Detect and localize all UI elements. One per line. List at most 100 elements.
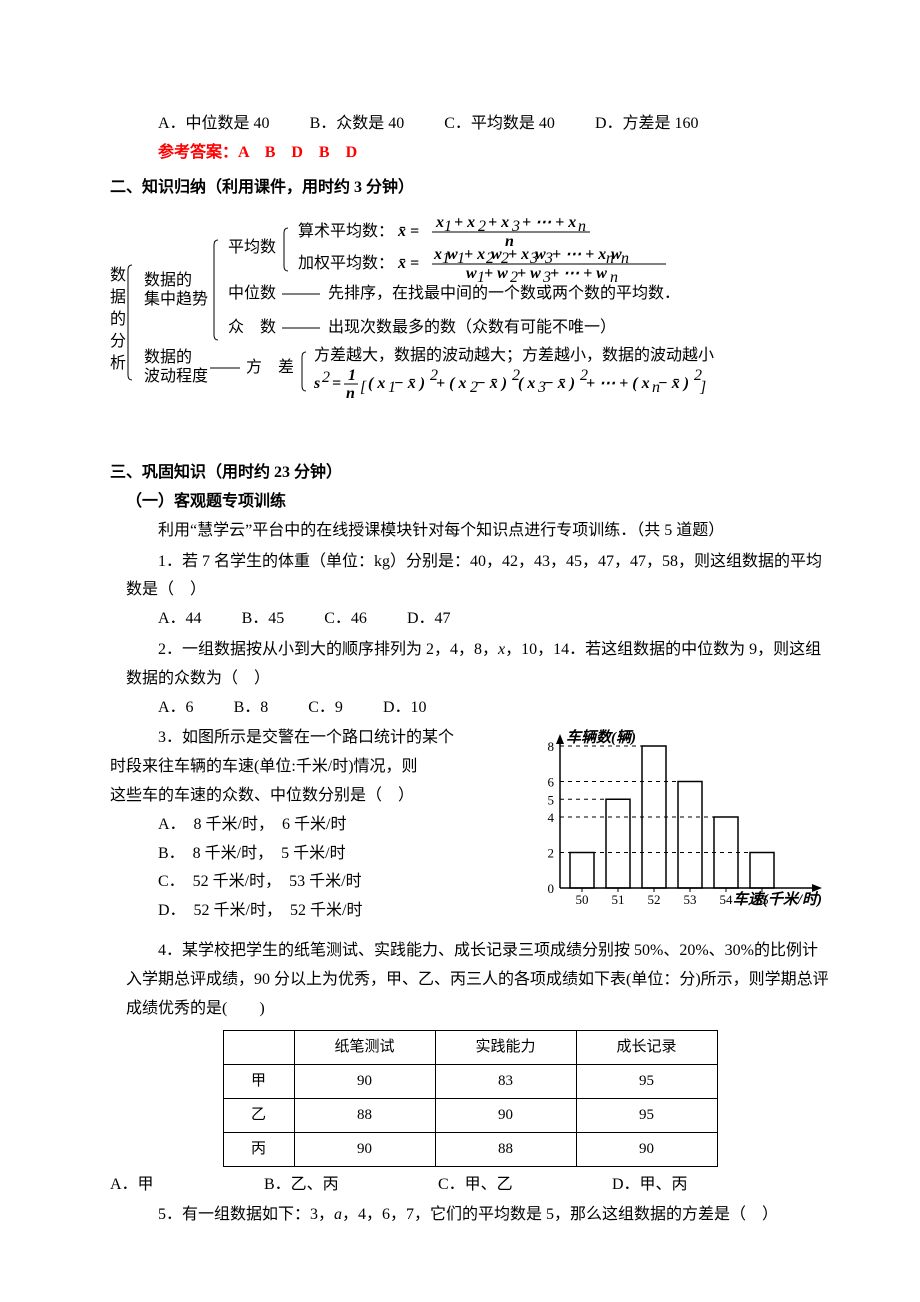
svg-text:出现次数最多的数（众数有可能不唯一）: 出现次数最多的数（众数有可能不唯一） (328, 318, 616, 336)
svg-text:− x̄ ): − x̄ ) (544, 375, 575, 392)
svg-text:+ w: + w (484, 265, 508, 282)
q3-bar-chart: 024568505152535455车辆数(辆)车速(千米/时) (520, 728, 830, 929)
question-1: 1．若 7 名学生的体重（单位：kg）分别是：40，42，43，45，47，47… (110, 548, 830, 634)
q4-cell: 90 (294, 1064, 435, 1098)
q4-cell: 88 (435, 1132, 576, 1166)
svg-text:2: 2 (548, 846, 555, 861)
q2-c: C．9 (308, 694, 343, 723)
q4-cell: 83 (435, 1064, 576, 1098)
svg-text:众 数: 众 数 (228, 318, 276, 336)
svg-text:析: 析 (110, 354, 126, 372)
svg-text:2: 2 (478, 218, 486, 235)
q4-cell: 95 (576, 1098, 717, 1132)
answer-label: 参考答案： (158, 144, 238, 161)
q5-var-a: a (334, 1206, 342, 1223)
svg-text:x̄ =: x̄ = (397, 223, 419, 240)
svg-text:据: 据 (110, 288, 126, 306)
q4-cell: 88 (294, 1098, 435, 1132)
svg-text:+ w: + w (517, 265, 541, 282)
svg-text:n: n (346, 385, 355, 402)
question-5: 5．有一组数据如下：3，a，4，6，7，它们的平均数是 5，那么这组数据的方差是… (110, 1201, 830, 1230)
q4-cell: 甲 (223, 1064, 294, 1098)
answer-line: 参考答案：A B D B D (110, 139, 830, 168)
svg-text:1: 1 (348, 367, 356, 384)
opt-b: B．众数是 40 (310, 110, 405, 139)
svg-text:数据的: 数据的 (144, 348, 192, 366)
svg-text:2: 2 (322, 369, 330, 386)
svg-text:1: 1 (444, 218, 452, 235)
svg-text:53: 53 (684, 892, 697, 907)
q4-header-cell (223, 1030, 294, 1064)
svg-text:5: 5 (548, 793, 555, 808)
svg-text:+ ⋯ + x: + ⋯ + x (552, 246, 606, 263)
svg-text:加权平均数：: 加权平均数： (298, 254, 394, 272)
svg-text:51: 51 (612, 892, 625, 907)
q4-header-cell: 成长记录 (576, 1030, 717, 1064)
svg-text:− x̄ ): − x̄ ) (476, 375, 507, 392)
q4-d: D．甲、丙 (612, 1171, 762, 1200)
svg-text:数: 数 (110, 266, 126, 284)
opt-a: A．中位数是 40 (158, 110, 270, 139)
svg-text:n: n (610, 269, 618, 286)
svg-text:中位数: 中位数 (228, 284, 276, 302)
q1-d: D．47 (407, 605, 451, 634)
q3-l1: 3．如图所示是交警在一个路口统计的某个 (158, 729, 454, 746)
svg-text:6: 6 (548, 775, 555, 790)
svg-text:[: [ (360, 379, 367, 396)
q4-cell: 乙 (223, 1098, 294, 1132)
section-3-title: 三、巩固知识（用时约 23 分钟） (110, 459, 830, 488)
svg-text:车速(千米/时): 车速(千米/时) (733, 890, 822, 908)
svg-text:+ x: + x (508, 246, 529, 263)
q4-cell: 95 (576, 1064, 717, 1098)
section-3-1-title: （一）客观题专项训练 (110, 488, 830, 517)
q4-cell: 90 (294, 1132, 435, 1166)
svg-text:+ x: + x (464, 246, 485, 263)
svg-text:的: 的 (110, 310, 126, 328)
svg-text:n: n (578, 218, 586, 235)
top-question-options: A．中位数是 40 B．众数是 40 C．平均数是 40 D．方差是 160 (110, 110, 830, 139)
svg-text:集中趋势: 集中趋势 (144, 290, 208, 308)
svg-text:+ ⋯ + x: + ⋯ + x (522, 214, 576, 231)
svg-text:波动程度: 波动程度 (144, 367, 208, 385)
q4-c: C．甲、乙 (438, 1171, 608, 1200)
concept-map: .cn { font: 16px SimSun, serif; } .mi { … (110, 210, 830, 451)
svg-text:50: 50 (576, 892, 589, 907)
q4-header-cell: 纸笔测试 (294, 1030, 435, 1064)
q2-b: B．8 (234, 694, 269, 723)
svg-text:− x̄ ): − x̄ ) (394, 375, 425, 392)
svg-text:w: w (466, 265, 477, 282)
section-2-title: 二、知识归纳（利用课件，用时约 3 分钟） (110, 174, 830, 203)
q1-a: A．44 (158, 605, 202, 634)
q2-a: A．6 (158, 694, 194, 723)
svg-text:n: n (621, 250, 629, 267)
svg-text:平均数: 平均数 (228, 238, 276, 256)
svg-text:=: = (332, 375, 341, 392)
svg-text:54: 54 (720, 892, 734, 907)
svg-text:车辆数(辆): 车辆数(辆) (566, 728, 636, 746)
svg-text:分: 分 (110, 332, 126, 350)
svg-text:方差越大，数据的波动越大；方差越小，数据的波动越小: 方差越大，数据的波动越大；方差越小，数据的波动越小 (314, 346, 714, 364)
q2-d: D．10 (383, 694, 427, 723)
svg-text:+ ( x: + ( x (436, 375, 466, 392)
svg-text:x̄ =: x̄ = (397, 255, 419, 272)
svg-text:+ ⋯ + ( x: + ⋯ + ( x (586, 375, 650, 392)
svg-text:x: x (433, 246, 442, 263)
svg-text:]: ] (699, 379, 706, 396)
svg-text:( x: ( x (518, 375, 535, 392)
svg-text:− x̄ ): − x̄ ) (658, 375, 689, 392)
q2-text-a: 2．一组数据按从小到大的顺序排列为 2，4，8， (158, 641, 498, 658)
question-4: 4．某学校把学生的纸笔测试、实践能力、成长记录三项成绩分别按 50%、20%、3… (110, 937, 830, 1199)
q4-options: A．甲 B．乙、丙 C．甲、乙 D．甲、丙 (110, 1171, 830, 1200)
svg-text:算术平均数：: 算术平均数： (298, 221, 394, 240)
svg-text:8: 8 (548, 739, 555, 754)
q4-b: B．乙、丙 (264, 1171, 434, 1200)
svg-text:+ x: + x (488, 214, 509, 231)
q4-score-table: 纸笔测试实践能力成长记录甲908395乙889095丙908890 (223, 1030, 718, 1167)
svg-text:0: 0 (548, 881, 555, 896)
section-3-1-intro: 利用“慧学云”平台中的在线授课模块针对每个知识点进行专项训练．（共 5 道题） (110, 517, 830, 546)
svg-text:s: s (313, 375, 320, 392)
q4-cell: 90 (576, 1132, 717, 1166)
q4-cell: 丙 (223, 1132, 294, 1166)
q4-header-cell: 实践能力 (435, 1030, 576, 1064)
answer-values: A B D B D (238, 144, 357, 161)
